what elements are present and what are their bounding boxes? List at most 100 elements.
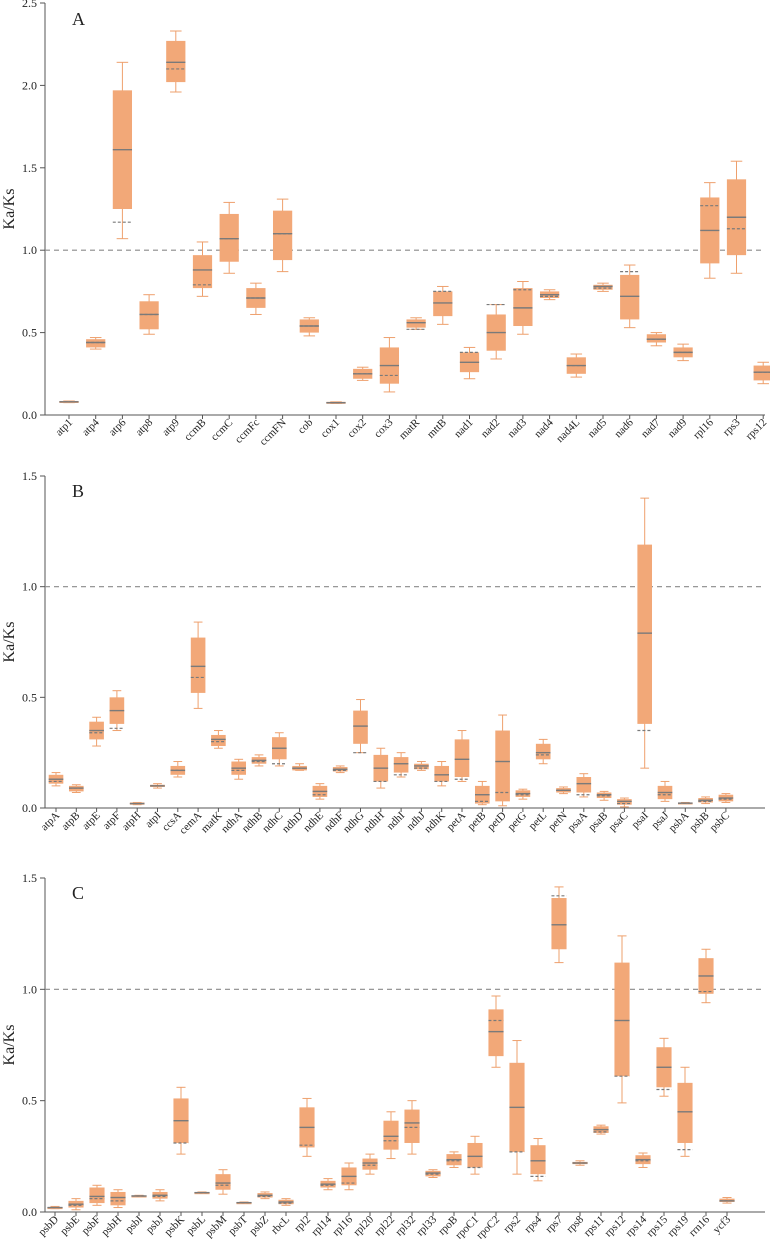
x-tick-label: ndhF xyxy=(322,810,346,834)
x-tick-label: ccmFN xyxy=(257,417,288,448)
box-rbcL xyxy=(278,1198,294,1206)
box-petB xyxy=(474,780,490,806)
x-tick-label: cemA xyxy=(177,810,204,837)
box-rps4 xyxy=(530,1138,546,1182)
panel-label: B xyxy=(72,481,84,501)
box-ndhD xyxy=(292,763,307,771)
x-tick-label: ccmB xyxy=(182,417,209,444)
x-tick-label: atpB xyxy=(59,810,82,833)
x-tick-label: atp4 xyxy=(80,416,102,438)
x-tick-label: psaB xyxy=(586,810,610,834)
y-axis-label: Ka/Ks xyxy=(1,189,18,230)
x-tick-label: psbJ xyxy=(144,1213,167,1236)
x-tick-label: rps7 xyxy=(543,1213,565,1235)
iqr-box xyxy=(535,743,551,760)
box-cob xyxy=(299,317,319,337)
x-tick-label: mttB xyxy=(425,417,449,441)
box-atpA xyxy=(48,772,64,787)
x-tick-label: cox3 xyxy=(372,416,396,440)
box-psbE xyxy=(68,1198,84,1211)
box-nad2 xyxy=(486,303,506,360)
box-rps12 xyxy=(753,361,770,385)
x-tick-label: matK xyxy=(199,810,225,836)
x-tick-label: rpoC2 xyxy=(474,1214,502,1239)
x-tick-label: ndhB xyxy=(240,810,265,835)
x-tick-label: psbM xyxy=(203,1213,229,1239)
x-tick-label: atpA xyxy=(39,810,63,834)
y-tick-label: 2.5 xyxy=(22,0,37,10)
x-tick-label: nad2 xyxy=(479,417,503,441)
box-ccsA xyxy=(170,761,186,778)
box-psaJ xyxy=(657,780,673,802)
x-tick-label: petB xyxy=(465,810,488,833)
x-tick-label: atp9 xyxy=(160,416,182,438)
box-ndhC xyxy=(271,732,287,767)
box-rpoC1 xyxy=(467,1135,483,1175)
x-tick-label: rps12 xyxy=(744,417,770,443)
iqr-box xyxy=(190,637,206,693)
box-rpl16 xyxy=(341,1162,357,1191)
box-psbC xyxy=(718,793,734,803)
x-tick-label: rps2 xyxy=(501,1214,523,1236)
box-rpl14 xyxy=(320,1178,336,1191)
iqr-box xyxy=(551,898,567,950)
x-tick-label: psbK xyxy=(162,1214,187,1239)
x-tick-label: psbH xyxy=(99,1214,124,1239)
box-psbH xyxy=(110,1189,126,1209)
iqr-box xyxy=(434,765,450,782)
box-petL xyxy=(535,738,551,765)
box-psbM xyxy=(215,1169,231,1195)
iqr-box xyxy=(192,255,213,289)
x-tick-label: ycf3 xyxy=(711,1213,734,1236)
box-psbB xyxy=(698,796,713,805)
y-tick-label: 0.5 xyxy=(22,326,37,340)
iqr-box xyxy=(576,777,592,793)
box-rrn16 xyxy=(698,948,714,1004)
x-tick-label: psaC xyxy=(606,810,630,834)
iqr-box xyxy=(211,734,226,747)
x-tick-label: petA xyxy=(445,810,469,834)
x-tick-label: petD xyxy=(485,810,509,834)
box-rps8 xyxy=(572,1160,588,1166)
box-psbI xyxy=(131,1194,147,1198)
box-ndhF xyxy=(332,765,348,774)
iqr-box xyxy=(86,339,106,348)
y-tick-label: 1.5 xyxy=(22,469,37,483)
iqr-box xyxy=(530,1145,546,1175)
box-petD xyxy=(495,714,510,807)
x-tick-label: ndhC xyxy=(260,810,285,835)
iqr-box xyxy=(454,739,470,778)
x-tick-label: rpl14 xyxy=(309,1213,334,1238)
x-tick-label: petL xyxy=(527,809,550,832)
iqr-box xyxy=(362,1158,378,1170)
iqr-box xyxy=(646,334,667,343)
x-tick-label: psbT xyxy=(226,1213,250,1237)
x-tick-label: ndhK xyxy=(422,810,448,836)
box-nad7 xyxy=(646,332,667,347)
box-atp1 xyxy=(59,400,79,404)
x-tick-label: atp8 xyxy=(133,416,155,438)
x-tick-label: psbC xyxy=(708,810,732,834)
x-tick-label: ccmC xyxy=(209,417,236,444)
box-atp6 xyxy=(112,61,133,240)
box-psbL xyxy=(194,1191,210,1195)
box-psaB xyxy=(596,790,612,801)
x-tick-label: nad6 xyxy=(612,416,636,440)
x-tick-label: atp6 xyxy=(107,416,129,438)
box-matR xyxy=(406,317,426,330)
box-rpl2 xyxy=(299,1097,315,1157)
y-axis-label: Ka/Ks xyxy=(1,1025,18,1066)
x-tick-label: rpl22 xyxy=(372,1214,397,1239)
x-tick-label: matR xyxy=(397,416,423,442)
x-tick-label: psbF xyxy=(79,1214,103,1238)
x-tick-label: nad9 xyxy=(666,416,690,440)
x-tick-label: rps11 xyxy=(582,1214,607,1239)
x-tick-label: nad5 xyxy=(586,416,610,440)
iqr-box xyxy=(488,1009,504,1057)
box-ndhH xyxy=(373,747,389,789)
x-tick-label: ndhG xyxy=(341,810,367,836)
y-tick-label: 1.5 xyxy=(22,161,37,175)
